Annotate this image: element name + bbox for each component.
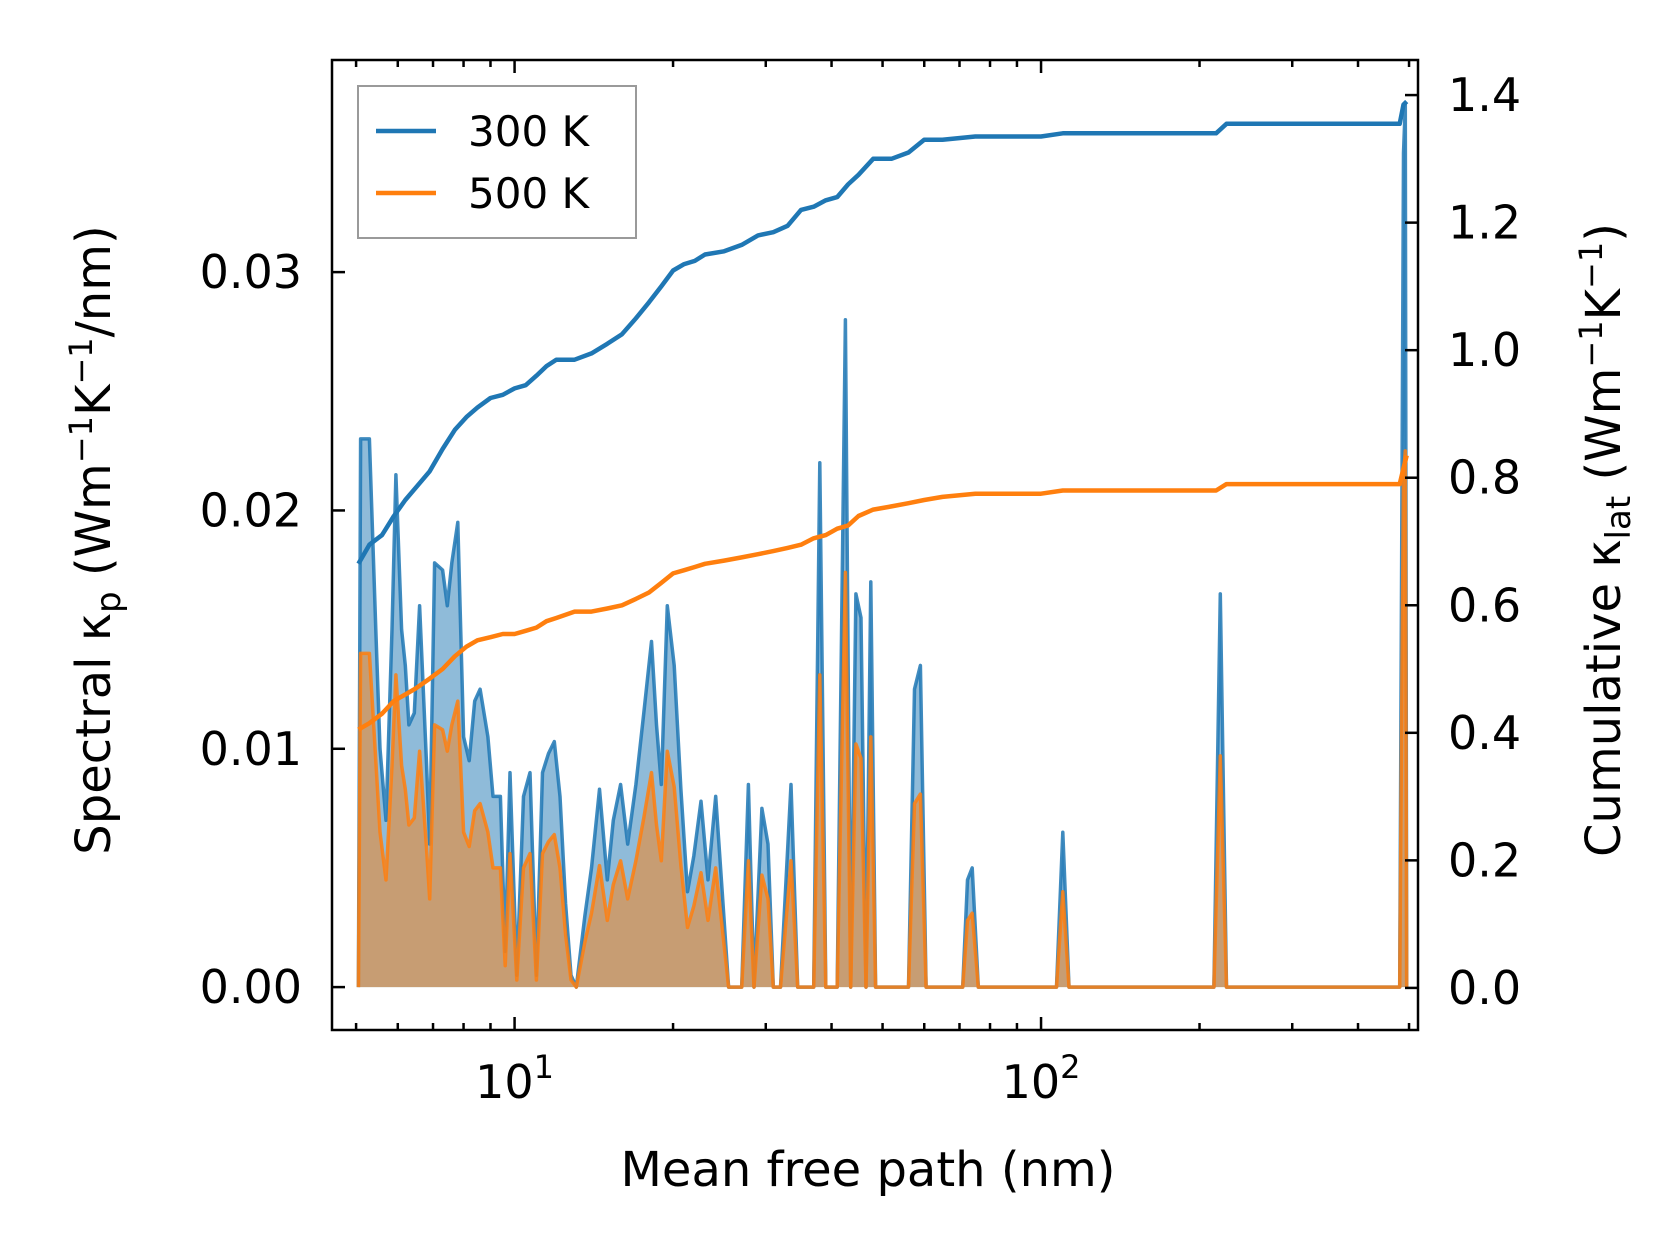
- y-right-tick-label: 0.6: [1448, 578, 1521, 632]
- y-left-tick-label: 0.01: [200, 722, 302, 776]
- y-right-tick-label: 1.2: [1448, 196, 1521, 250]
- y-right-label-sup2: −1: [1572, 242, 1610, 289]
- y-left-label-tail: /nm): [66, 225, 122, 337]
- y-right-label-units: (Wm: [1576, 368, 1632, 496]
- x-tick-label-base: 10: [475, 1055, 534, 1109]
- y-right-label-main: Cumulative κ: [1576, 539, 1632, 857]
- legend-box: [357, 85, 637, 239]
- y-right-tick-label: 0.2: [1448, 833, 1521, 887]
- y-left-label-main: Spectral κ: [66, 613, 122, 855]
- y-right-tick-label: 1.0: [1448, 323, 1521, 377]
- y-left-label-sup1: −1: [62, 416, 100, 463]
- y-right-tick-label: 0.8: [1448, 451, 1521, 505]
- cumulative-line-300-k: [356, 99, 1409, 565]
- plot-area: [356, 99, 1409, 989]
- y-right-tick-label: 0.4: [1448, 706, 1521, 760]
- spectral-line-500-k: [356, 449, 1409, 989]
- y-right-tick-label: 0.0: [1448, 961, 1521, 1015]
- y-left-label-sub: p: [89, 591, 129, 613]
- x-tick-label-exp: 2: [1060, 1048, 1080, 1086]
- legend-label: 300 K: [468, 107, 591, 156]
- cumulative-line-500-k: [357, 454, 1409, 732]
- y-axis-right-title: Cumulative κlat (Wm−1K−1): [1572, 223, 1639, 857]
- x-tick-label-exp: 1: [534, 1048, 554, 1086]
- x-tick-label-base: 10: [1002, 1055, 1061, 1109]
- axes: 101 1020.000.010.020.030.00.20.40.60.81.0…: [200, 58, 1521, 1109]
- y-left-tick-label: 0.02: [200, 483, 302, 537]
- y-right-label-tail: ): [1576, 223, 1632, 242]
- x-tick-label: 102: [1002, 1048, 1081, 1109]
- y-left-tick-label: 0.03: [200, 245, 302, 299]
- y-right-label-sub: lat: [1599, 496, 1639, 540]
- y-right-tick-label: 1.4: [1448, 68, 1521, 122]
- y-left-label-mid: K: [66, 383, 122, 416]
- y-axis-left-title: Spectral κp (Wm−1K−1/nm): [62, 225, 129, 854]
- y-right-label-sup1: −1: [1572, 320, 1610, 367]
- y-left-label-sup2: −1: [62, 337, 100, 384]
- y-left-label-units: (Wm: [66, 463, 122, 591]
- y-left-tick-label: 0.00: [200, 960, 302, 1014]
- plot-frame: [330, 58, 1420, 1032]
- legend: 300 K 500 K: [357, 85, 637, 239]
- x-axis-title: Mean free path (nm): [621, 1142, 1116, 1198]
- spectral-fill-500-k: [358, 450, 1407, 988]
- x-tick-label: 101: [475, 1048, 554, 1109]
- legend-label: 500 K: [468, 169, 591, 218]
- y-right-label-mid: K: [1576, 287, 1632, 320]
